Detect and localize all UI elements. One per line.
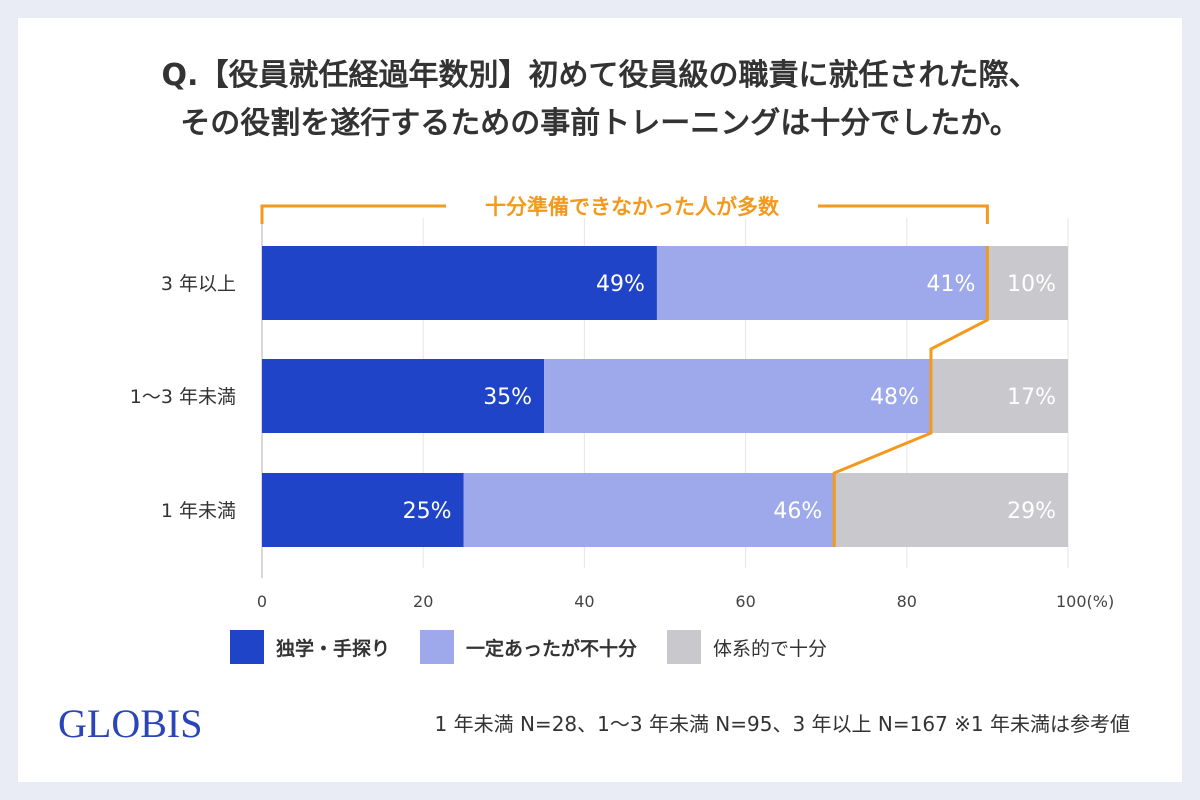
bar-value-label: 25%: [403, 499, 452, 524]
legend-swatch-insufficient: [420, 630, 455, 664]
x-tick-label: 100(%): [1056, 592, 1114, 611]
bar-value-label: 10%: [1007, 272, 1056, 297]
bar-value-label: 35%: [483, 385, 532, 410]
x-tick-label: 40: [574, 592, 594, 611]
x-tick-label: 0: [257, 592, 267, 611]
legend-swatch-systematic: [667, 630, 702, 664]
bar-segment: [834, 473, 1068, 547]
chart-title: Q.【役員就任経過年数別】初めて役員級の職責に就任された際、 その役割を遂行する…: [0, 52, 1200, 148]
legend-label-insufficient: 一定あったが不十分: [466, 637, 638, 660]
annotation-bracket-left: [260, 204, 446, 224]
chart-title-line-1: Q.【役員就任経過年数別】初めて役員級の職責に就任された際、: [161, 58, 1039, 93]
x-tick-label: 60: [735, 592, 755, 611]
bar-value-label: 48%: [870, 385, 919, 410]
annotation-label: 十分準備できなかった人が多数: [485, 195, 780, 219]
bar-segment: [262, 246, 657, 320]
category-label: 3 年以上: [161, 273, 236, 295]
sample-size-footnote: 1 年未満 N=28、1〜3 年未満 N=95、3 年以上 N=167 ※1 年…: [434, 712, 1130, 736]
bar-segment: [262, 473, 464, 547]
bar-segment: [930, 359, 1068, 433]
bar-value-label: 49%: [596, 272, 645, 297]
bar-segment: [656, 246, 988, 320]
bar-value-label: 46%: [773, 499, 822, 524]
bar-segment: [463, 473, 835, 547]
globis-logo: GLOBIS: [58, 701, 203, 746]
category-label: 1 年未満: [161, 500, 236, 522]
bar-segment: [544, 359, 931, 433]
insufficient-threshold-line: [832, 246, 989, 547]
bar-segment: [987, 246, 1068, 320]
bar-segment: [262, 359, 545, 433]
legend-swatch-self-study: [230, 630, 264, 664]
bar-value-label: 17%: [1007, 385, 1056, 410]
bar-value-label: 29%: [1007, 499, 1056, 524]
legend-item-self-study: 独学・手探り: [230, 630, 390, 664]
legend: 独学・手探り 一定あったが不十分 体系的で十分: [230, 630, 857, 664]
legend-label-self-study: 独学・手探り: [276, 637, 391, 660]
legend-label-systematic: 体系的で十分: [713, 637, 828, 660]
chart-title-line-2: その役割を遂行するための事前トレーニングは十分でしたか。: [180, 106, 1020, 141]
legend-item-systematic: 体系的で十分: [667, 630, 827, 664]
bar-value-label: 41%: [926, 272, 975, 297]
annotation-bracket-right: [818, 204, 989, 224]
category-label: 1〜3 年未満: [130, 386, 236, 408]
x-tick-label: 80: [897, 592, 917, 611]
x-tick-label: 20: [413, 592, 433, 611]
legend-item-insufficient: 一定あったが不十分: [420, 630, 637, 664]
